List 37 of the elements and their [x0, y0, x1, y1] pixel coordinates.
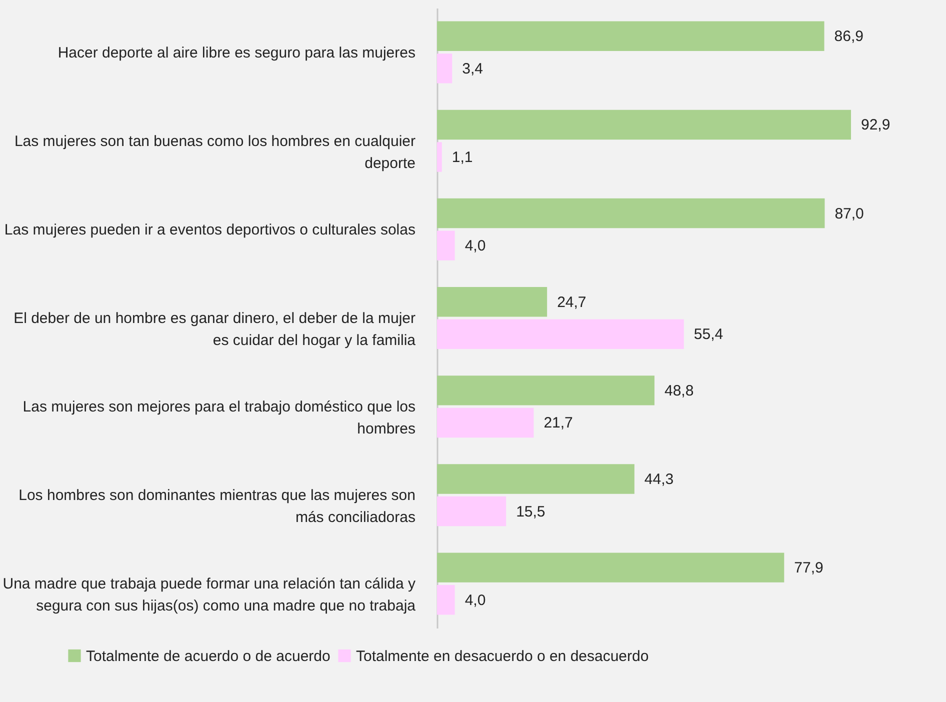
- data-label: 4,0: [464, 592, 486, 609]
- bar: [437, 496, 506, 526]
- legend-label: Totalmente de acuerdo o de acuerdo: [86, 648, 330, 665]
- data-label: 48,8: [664, 382, 694, 400]
- bar: [437, 464, 634, 494]
- bar: [437, 21, 824, 51]
- bar: [437, 585, 455, 615]
- data-label: 92,9: [861, 116, 890, 134]
- data-label: 1,1: [452, 149, 473, 166]
- data-label: 77,9: [794, 560, 824, 577]
- bar: [437, 408, 534, 438]
- legend-label: Totalmente en desacuerdo o en desacuerdo: [356, 648, 649, 665]
- y-tick-label: Hacer deporte al aire libre es seguro para las mujeres: [58, 44, 416, 62]
- data-label: 4,0: [464, 238, 486, 255]
- bar: [437, 142, 442, 172]
- y-tick-label: Las mujeres pueden ir a eventos deportivos o culturales solas: [4, 221, 416, 238]
- bar: [437, 376, 654, 406]
- y-tick-label: Las mujeres son tan buenas como los hombres en cualquier deporte: [14, 132, 416, 172]
- y-tick-label: Los hombres son dominantes mientras que las mujeres son más conciliadoras: [18, 487, 416, 526]
- bar: [437, 319, 684, 349]
- data-label: 3,4: [462, 60, 484, 78]
- y-tick-label: Una madre que trabaja puede formar una relación tan cálida y segura con sus hijas(os) como una madre que no trabaja: [2, 576, 416, 615]
- bar: [437, 552, 784, 582]
- data-label: 24,7: [557, 294, 586, 311]
- data-label: 87,0: [834, 205, 864, 222]
- bar: [437, 110, 851, 140]
- data-label: 44,3: [644, 470, 674, 488]
- data-label: 15,5: [516, 503, 546, 520]
- data-label: 55,4: [694, 326, 724, 344]
- bar: [437, 230, 455, 260]
- bar: [437, 54, 452, 84]
- y-tick-label: Las mujeres son mejores para el trabajo doméstico que los hombres: [22, 398, 416, 438]
- bar: [437, 198, 825, 228]
- data-label: 86,9: [834, 28, 864, 46]
- bar: [437, 287, 548, 317]
- data-label: 21,7: [544, 414, 573, 432]
- y-tick-label: El deber de un hombre es ganar dinero, el deber de la mujer es cuidar del hogar y la familia: [14, 310, 416, 349]
